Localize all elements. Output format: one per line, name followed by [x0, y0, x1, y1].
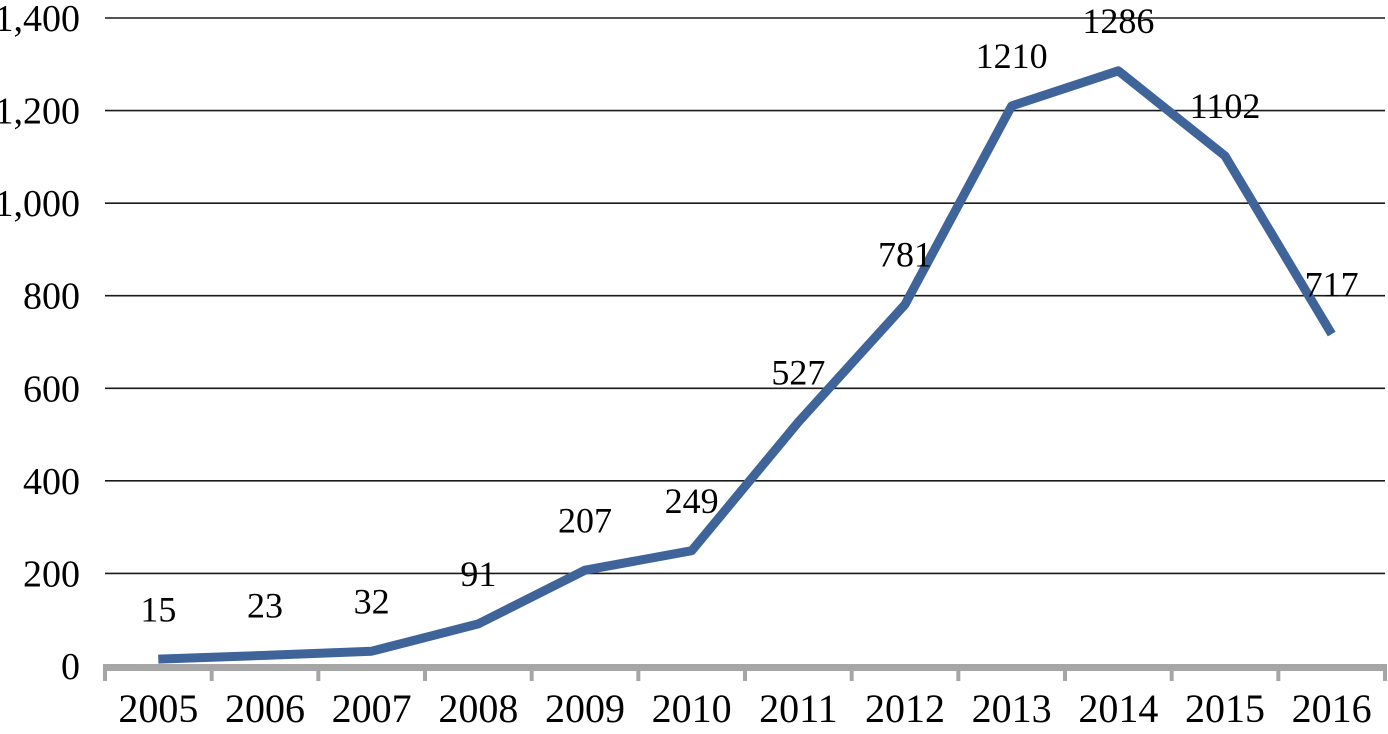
y-tick-label-600: 600 [23, 368, 80, 410]
x-tick-label-2013: 2013 [972, 686, 1052, 731]
y-tick-label-1000: 1,000 [0, 183, 80, 225]
x-axis-tick [636, 664, 641, 681]
y-tick-label-200: 200 [23, 553, 80, 595]
data-label-2008: 91 [460, 554, 496, 594]
x-axis [103, 664, 1387, 681]
x-axis-tick [1383, 664, 1387, 681]
x-tick-label-2011: 2011 [759, 686, 838, 731]
x-tick-label-2005: 2005 [118, 686, 198, 731]
x-tick-label-2007: 2007 [332, 686, 412, 731]
data-label-2010: 249 [665, 481, 719, 521]
x-axis-tick [316, 664, 321, 681]
x-axis-tick [849, 664, 854, 681]
series-line-annual-count [158, 66, 1336, 664]
x-tick-label-2015: 2015 [1185, 686, 1265, 731]
x-axis-tick [423, 664, 427, 681]
data-label-2014: 1286 [1082, 1, 1154, 41]
gridlines [105, 17, 1385, 575]
y-axis-tick-labels: 0 200 400 600 800 1,000 1,200 1,400 [0, 0, 80, 688]
y-tick-label-1400: 1,400 [0, 0, 80, 40]
x-tick-label-2008: 2008 [438, 686, 518, 731]
data-label-2005: 15 [140, 589, 176, 629]
x-tick-label-2016: 2016 [1292, 686, 1372, 731]
x-tick-label-2012: 2012 [865, 686, 945, 731]
x-axis-tick [1169, 664, 1174, 681]
x-axis-tick [956, 664, 961, 681]
line-series [158, 66, 1336, 664]
data-label-2009: 207 [558, 500, 612, 540]
data-label-2013: 1210 [976, 36, 1048, 76]
x-axis-tick [209, 664, 214, 681]
x-axis-tick [103, 664, 107, 681]
data-label-2011: 527 [771, 352, 825, 392]
x-axis-tick [1276, 664, 1281, 681]
data-label-2012: 781 [878, 235, 932, 275]
x-axis-tick-labels: 2005 2006 2007 2008 2009 2010 2011 2012 2013 2014… [118, 686, 1371, 731]
x-tick-label-2014: 2014 [1078, 686, 1158, 731]
data-label-2015: 1102 [1190, 86, 1261, 126]
x-tick-label-2010: 2010 [652, 686, 732, 731]
x-axis-tick [1063, 664, 1067, 681]
y-tick-label-0: 0 [61, 646, 80, 688]
y-tick-label-800: 800 [23, 276, 80, 318]
data-label-2007: 32 [354, 581, 390, 621]
x-tick-label-2009: 2009 [545, 686, 625, 731]
data-label-2006: 23 [247, 586, 283, 626]
y-tick-label-1200: 1,200 [0, 91, 80, 133]
x-axis-tick [743, 664, 747, 681]
data-labels: 15 23 32 91 207 249 527 781 1210 1286 1102 717 [140, 1, 1358, 629]
x-axis-tick [529, 664, 534, 681]
y-tick-label-400: 400 [23, 461, 80, 503]
data-label-2016: 717 [1305, 264, 1359, 304]
x-tick-label-2006: 2006 [225, 686, 305, 731]
